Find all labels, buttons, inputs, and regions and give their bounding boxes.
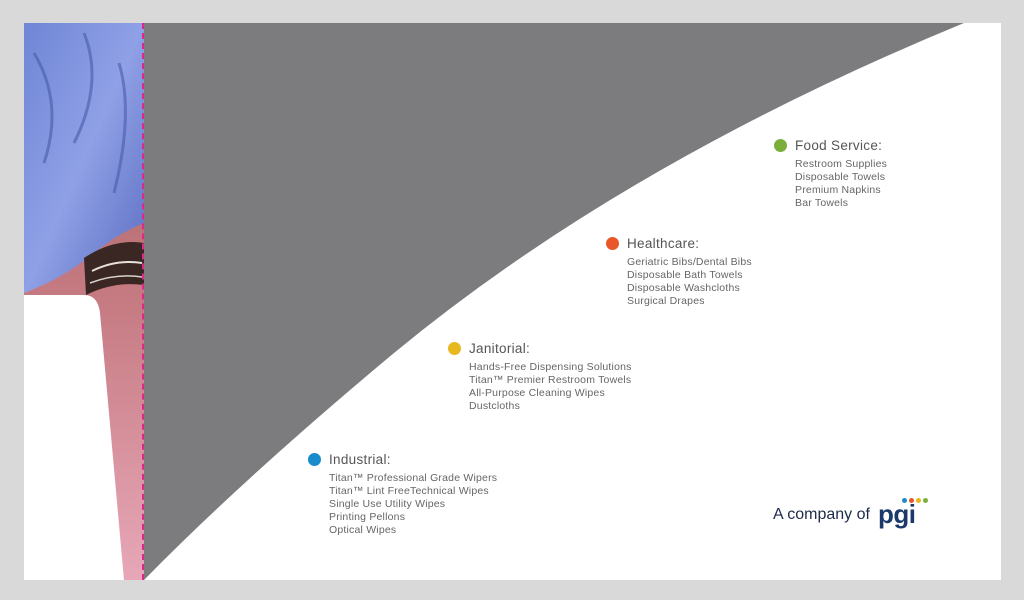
list-item: Titan™ Lint FreeTechnical Wipes xyxy=(329,485,489,497)
category-title: Healthcare: xyxy=(627,235,700,251)
brochure-page: Food Service: Restroom Supplies Disposab… xyxy=(24,23,1001,580)
list-item: Geriatric Bibs/Dental Bibs xyxy=(627,256,752,268)
industrial-dot xyxy=(308,452,321,466)
company-text: A company of xyxy=(773,506,870,523)
company-signature: A company of pgi xyxy=(773,498,928,529)
janitorial-dot xyxy=(448,341,461,355)
list-item: Premium Napkins xyxy=(795,184,881,196)
list-item: Disposable Bath Towels xyxy=(627,269,743,281)
logo-dots xyxy=(901,498,930,503)
logo-wordmark: pgi xyxy=(877,499,916,529)
list-item: Optical Wipes xyxy=(329,524,397,536)
list-item: Dustcloths xyxy=(469,400,521,412)
logo-dot xyxy=(915,498,921,503)
healthcare-dot xyxy=(606,236,619,250)
list-item: Bar Towels xyxy=(795,197,849,209)
category-title: Janitorial: xyxy=(469,340,531,356)
category-healthcare: Healthcare: Geriatric Bibs/Dental Bibs D… xyxy=(606,234,752,308)
category-industrial: Industrial: Titan™ Professional Grade Wi… xyxy=(308,450,497,537)
pgi-logo: pgi xyxy=(877,498,928,529)
list-item: Hands-Free Dispensing Solutions xyxy=(469,361,632,373)
list-item: Surgical Drapes xyxy=(627,295,705,307)
photo-crop xyxy=(24,23,144,580)
category-title: Food Service: xyxy=(795,137,883,153)
logo-dot xyxy=(908,498,914,503)
trim-line xyxy=(142,23,144,580)
logo-dot xyxy=(922,498,928,503)
list-item: Disposable Towels xyxy=(795,171,886,183)
gray-swoosh xyxy=(144,23,964,580)
list-item: Single Use Utility Wipes xyxy=(329,498,446,510)
list-item: Titan™ Professional Grade Wipers xyxy=(329,472,498,484)
list-item: Titan™ Premier Restroom Towels xyxy=(469,374,632,386)
list-item: All-Purpose Cleaning Wipes xyxy=(469,387,605,399)
list-item: Disposable Washcloths xyxy=(627,282,740,294)
category-title: Industrial: xyxy=(329,451,391,467)
category-janitorial: Janitorial: Hands-Free Dispensing Soluti… xyxy=(448,339,632,413)
list-item: Restroom Supplies xyxy=(795,158,888,170)
category-food-service: Food Service: Restroom Supplies Disposab… xyxy=(774,136,887,210)
logo-dot xyxy=(901,498,907,503)
list-item: Printing Pellons xyxy=(329,511,406,523)
photo-icon xyxy=(24,23,144,580)
food-service-dot xyxy=(774,138,787,152)
